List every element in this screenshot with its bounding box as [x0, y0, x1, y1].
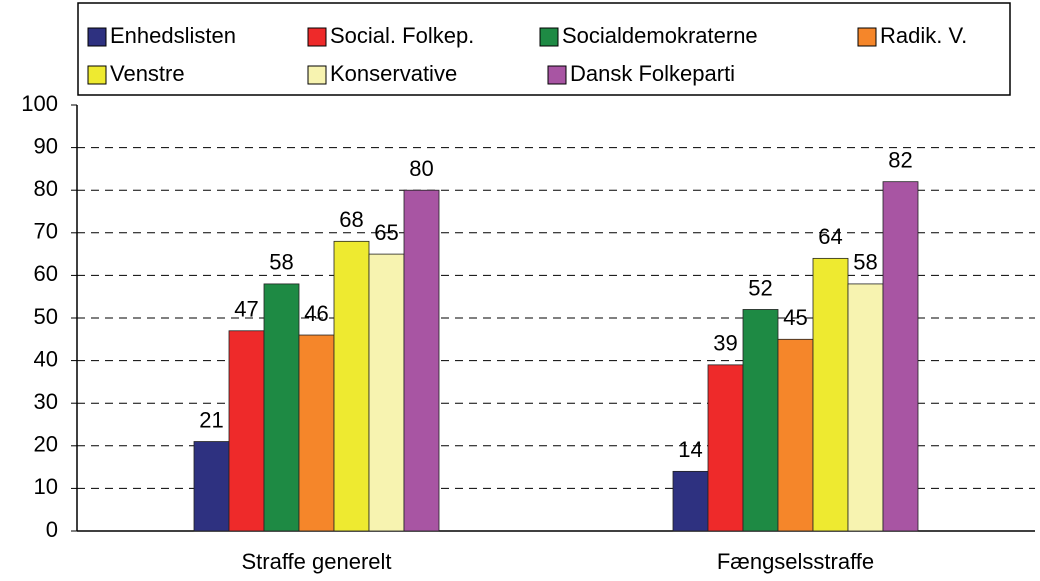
value-label: 45 [783, 305, 807, 330]
y-tick-label: 40 [34, 346, 58, 371]
legend-swatch [307, 65, 327, 85]
value-label: 46 [304, 301, 328, 326]
value-label: 47 [234, 297, 258, 322]
bar [812, 257, 849, 532]
bar [263, 283, 300, 532]
value-label: 64 [818, 224, 842, 249]
legend-swatch [87, 27, 107, 47]
legend-label: Venstre [110, 61, 185, 86]
bar [882, 181, 919, 532]
bar [193, 441, 230, 532]
legend-swatch [857, 27, 877, 47]
y-tick-label: 90 [34, 133, 58, 158]
bar [298, 334, 335, 532]
legend-label: Radik. V. [880, 23, 967, 48]
value-label: 68 [339, 207, 363, 232]
legend-box [77, 2, 1011, 96]
legend-label: Social. Folkep. [330, 23, 474, 48]
y-tick-label: 60 [34, 261, 58, 286]
value-label: 21 [199, 407, 223, 432]
legend-swatch [539, 27, 559, 47]
value-label: 39 [713, 331, 737, 356]
y-tick-label: 50 [34, 304, 58, 329]
y-tick-label: 20 [34, 432, 58, 457]
y-tick-label: 80 [34, 176, 58, 201]
bar [847, 283, 884, 532]
bar [403, 189, 440, 532]
value-label: 14 [678, 437, 702, 462]
y-tick-label: 70 [34, 219, 58, 244]
value-label: 52 [748, 275, 772, 300]
bar [742, 309, 779, 532]
value-label: 58 [269, 250, 293, 275]
legend-swatch [307, 27, 327, 47]
value-label: 82 [888, 147, 912, 172]
value-label: 65 [374, 220, 398, 245]
bar [672, 470, 709, 532]
x-tick-label: Fængselsstraffe [717, 549, 874, 574]
value-label: 58 [853, 250, 877, 275]
bar [707, 364, 744, 532]
bar [368, 253, 405, 532]
value-label: 80 [409, 156, 433, 181]
bar [333, 240, 370, 532]
x-tick-label: Straffe generelt [241, 549, 391, 574]
y-tick-label: 10 [34, 474, 58, 499]
y-tick-label: 30 [34, 389, 58, 414]
bar [228, 330, 265, 532]
legend-swatch [87, 65, 107, 85]
legend-label: Socialdemokraterne [562, 23, 758, 48]
legend-label: Dansk Folkeparti [570, 61, 735, 86]
legend-label: Enhedslisten [110, 23, 236, 48]
bar [777, 338, 814, 532]
y-tick-label: 100 [21, 91, 58, 116]
legend-label: Konservative [330, 61, 457, 86]
y-tick-label: 0 [46, 517, 58, 542]
legend-swatch [547, 65, 567, 85]
